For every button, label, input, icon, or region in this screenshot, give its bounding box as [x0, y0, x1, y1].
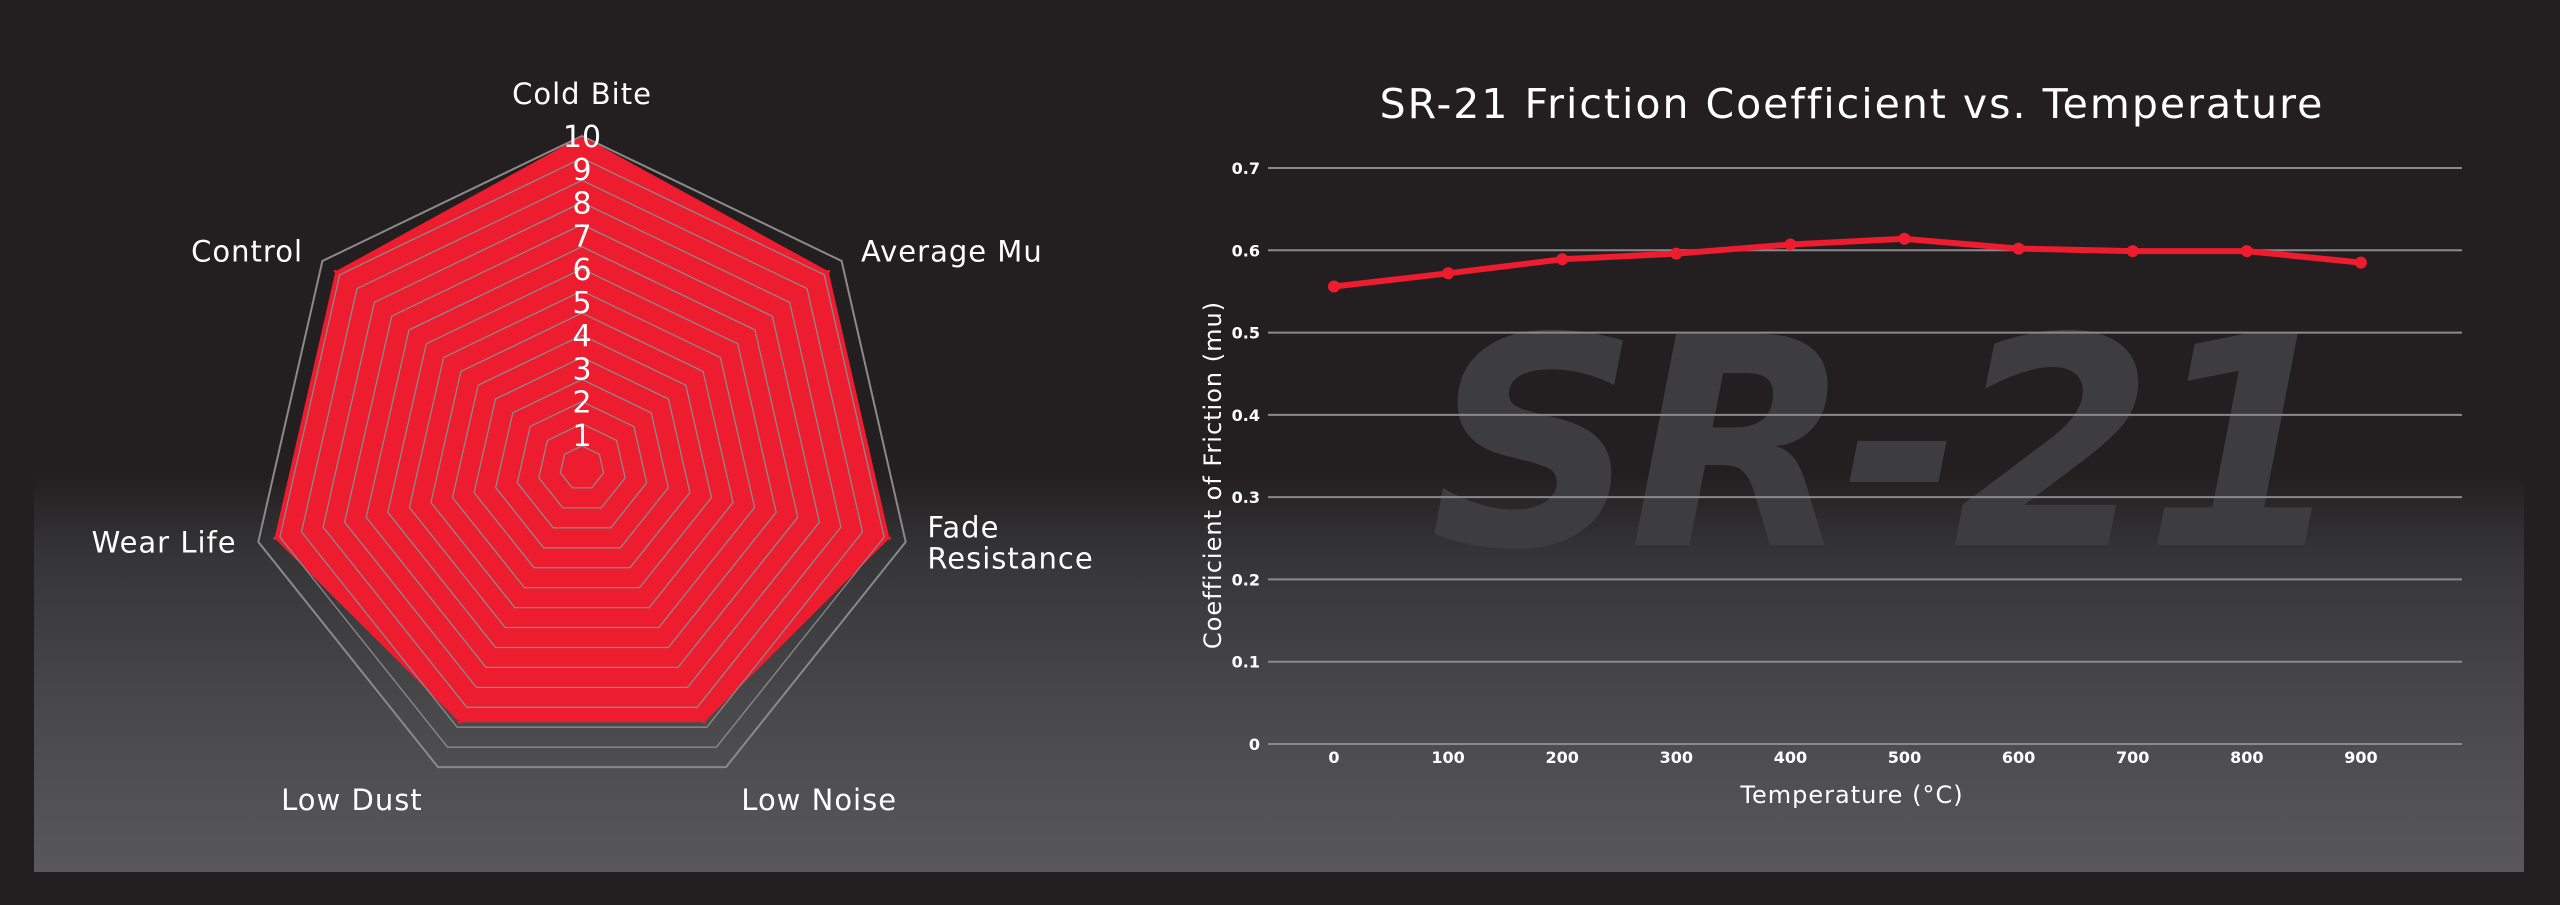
- data-point: [1442, 267, 1455, 280]
- radar-grid-ring-12: [322, 201, 842, 708]
- x-tick-label: 700: [2116, 748, 2149, 767]
- data-point: [2240, 245, 2253, 258]
- radar-grid-ring-2: [538, 422, 626, 509]
- y-axis-title: Coefficient of Friction (mu): [1199, 301, 1227, 649]
- line-series-layer: [1328, 232, 2367, 293]
- radar-scale-tick: 2: [572, 386, 591, 421]
- radar-axis-label: Average Mu: [861, 235, 1043, 269]
- x-tick-label: 400: [1774, 748, 1807, 767]
- y-tick-label: 0.7: [1232, 159, 1260, 178]
- radar-grid-ring-10: [365, 245, 799, 669]
- radar-grid-ring-1: [559, 445, 605, 489]
- radar-grid-ring-11: [343, 223, 821, 689]
- radar-grid-ring-14: [279, 157, 885, 748]
- radar-gridlines-overlay: [257, 135, 907, 768]
- series-line: [1333, 235, 2362, 290]
- radar-grid-ring-15: [257, 135, 907, 768]
- y-tick-label: 0.1: [1232, 653, 1260, 672]
- data-point: [2012, 242, 2025, 255]
- radar-data-layer: [273, 134, 891, 724]
- data-point: [1556, 253, 1569, 266]
- radar-axis-label: Fade: [927, 511, 999, 545]
- radar-grid-ring-8: [408, 290, 756, 629]
- x-axis-ticks: 0 100 200 300 400 500 600 700 800 900: [1328, 748, 2377, 767]
- radar-axis-label: Low Noise: [741, 783, 897, 817]
- y-tick-label: 0: [1249, 735, 1260, 754]
- x-tick-label: 900: [2344, 748, 2377, 767]
- radar-point-4: [702, 720, 706, 724]
- radar-scale-tick: 6: [572, 253, 591, 288]
- watermark-logo: SR-21: [1430, 277, 2336, 614]
- radar-grid-ring-5: [473, 356, 691, 569]
- data-point: [2126, 245, 2139, 258]
- radar-axis-label: Wear Life: [92, 526, 237, 560]
- radar-scale-tick: 1: [572, 419, 591, 454]
- y-tick-label: 0.4: [1232, 406, 1260, 425]
- y-tick-label: 0.6: [1232, 241, 1260, 260]
- radar-axis-label: Control: [191, 235, 303, 269]
- radar-scale-tick: 8: [572, 186, 591, 221]
- radar-point-5: [458, 720, 462, 724]
- radar-grid-ring-6: [451, 334, 713, 589]
- radar-grid-ring-13: [300, 179, 864, 728]
- radar-axis-label: Low Dust: [281, 783, 423, 817]
- x-tick-label: 100: [1431, 748, 1464, 767]
- data-point: [1784, 238, 1797, 251]
- x-tick-label: 600: [2002, 748, 2035, 767]
- x-axis-title: Temperature (°C): [1739, 781, 1963, 809]
- line-chart-title: SR-21 Friction Coefficient vs. Temperatu…: [1380, 80, 2325, 128]
- radar-scale-tick: 9: [572, 153, 591, 188]
- radar-grid-ring-9: [387, 268, 777, 649]
- y-tick-label: 0.3: [1232, 488, 1260, 507]
- radar-scale-tick: 5: [572, 286, 591, 321]
- x-tick-label: 800: [2230, 748, 2263, 767]
- radar-point-6: [273, 536, 276, 540]
- radar-axis-label: Cold Bite: [512, 77, 652, 111]
- x-tick-label: 200: [1545, 748, 1578, 767]
- radar-scale-tick: 4: [572, 319, 591, 354]
- y-tick-label: 0.5: [1232, 324, 1260, 343]
- radar-axis-label: Resistance: [927, 542, 1093, 576]
- data-point: [2354, 256, 2367, 269]
- radar-data-area: [274, 136, 890, 723]
- radar-point-2: [827, 269, 831, 273]
- y-axis-ticks: 0 0.1 0.2 0.3 0.4 0.5 0.6 0.7: [1232, 159, 1260, 754]
- data-point: [1670, 247, 1683, 260]
- x-tick-label: 0: [1328, 748, 1339, 767]
- y-tick-label: 0.2: [1232, 570, 1260, 589]
- radar-point-3: [888, 536, 891, 540]
- bottom-border: [0, 872, 2560, 905]
- radar-grid-ring-3: [516, 400, 648, 529]
- radar-scale-tick: 7: [572, 220, 591, 255]
- data-point: [1898, 232, 1911, 245]
- radar-scale-tick: 3: [572, 352, 591, 387]
- radar-scale-tick: 10: [563, 120, 601, 155]
- radar-grid-ring-7: [430, 312, 734, 609]
- radar-grid-ring-4: [494, 378, 670, 549]
- x-tick-label: 300: [1660, 748, 1693, 767]
- data-point: [1328, 280, 1340, 293]
- radar-point-7: [333, 269, 337, 273]
- x-tick-label: 500: [1888, 748, 1921, 767]
